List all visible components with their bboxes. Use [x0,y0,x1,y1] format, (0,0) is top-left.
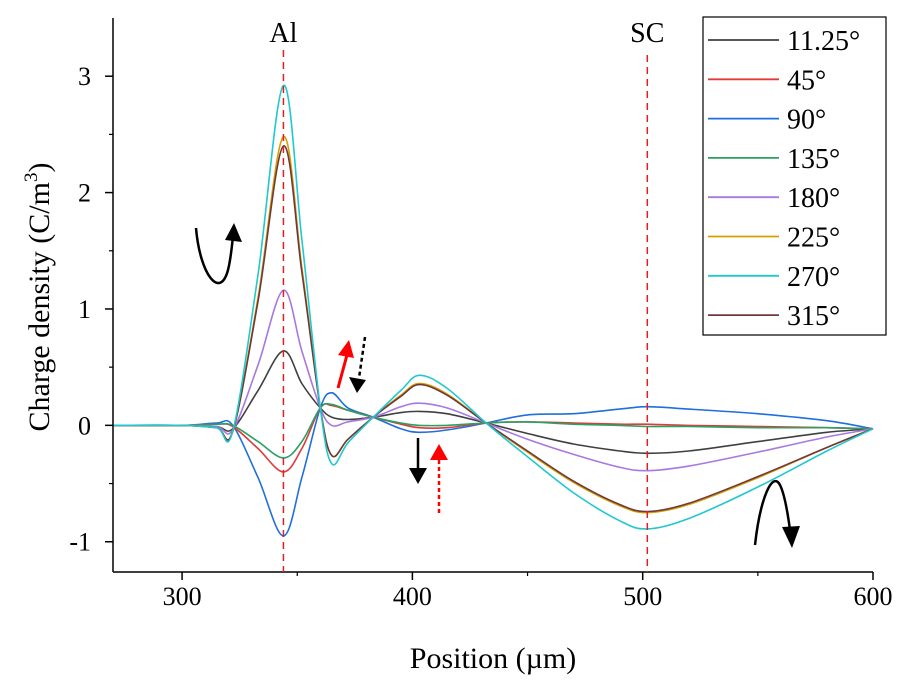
al-label: Al [269,18,297,49]
red-up-arrow-icon [336,354,349,389]
series-line-135 [112,402,874,459]
legend-label: 135° [787,144,840,175]
sc-label: SC [630,18,664,49]
legend-label: 90° [787,105,826,136]
red-dotted-up-arrow-head [430,444,448,460]
x-tick-label: 300 [163,582,202,611]
red-up-arrow-head [338,340,354,358]
legend-label: 180° [787,183,840,214]
legend-label: 225° [787,223,840,254]
series-line-180 [112,289,874,472]
black-dotted-down-arrow-head [349,377,366,393]
y-tick-label: 3 [78,62,91,91]
legend-label: 45° [787,65,826,96]
black-dotted-down-arrow-icon [357,336,367,379]
y-tick-label: 2 [78,179,91,208]
x-tick-label: 400 [393,582,432,611]
axes [112,18,873,573]
legend-label: 315° [787,301,840,332]
series-line-90 [112,391,874,537]
legend-label: 11.25° [787,26,860,57]
y-tick-label: 0 [78,411,91,440]
series-line-11.25 [112,350,874,455]
series-line-45 [112,403,874,473]
x-tick-label: 600 [854,582,893,611]
curved-down-arrow-head [782,526,800,548]
x-tick-label: 500 [623,582,662,611]
trend-arrows [194,223,800,548]
y-axis-label: Charge density (C/m3) [21,163,56,432]
curved-down-arrow-icon [753,479,792,546]
legend-box [702,16,887,336]
x-axis-label: Position (µm) [410,642,576,675]
black-down-arrow-head [409,468,427,484]
y-axis-label-close: ) [23,163,56,173]
y-axis-label-main: Charge density (C/m [23,182,56,431]
y-axis-label-sup: 3 [21,173,42,183]
ticks: 300 400 500 600 -1 0 1 2 3 [69,62,892,611]
y-tick-label: -1 [69,528,91,557]
legend-label: 270° [787,262,840,293]
series-layer [112,84,874,537]
curved-up-arrow-icon [194,227,235,285]
y-tick-label: 1 [78,295,91,324]
legend: 11.25° 45° 90° 135° 180° 225° 270° 315° [702,16,887,336]
curved-up-arrow-head [225,223,242,242]
